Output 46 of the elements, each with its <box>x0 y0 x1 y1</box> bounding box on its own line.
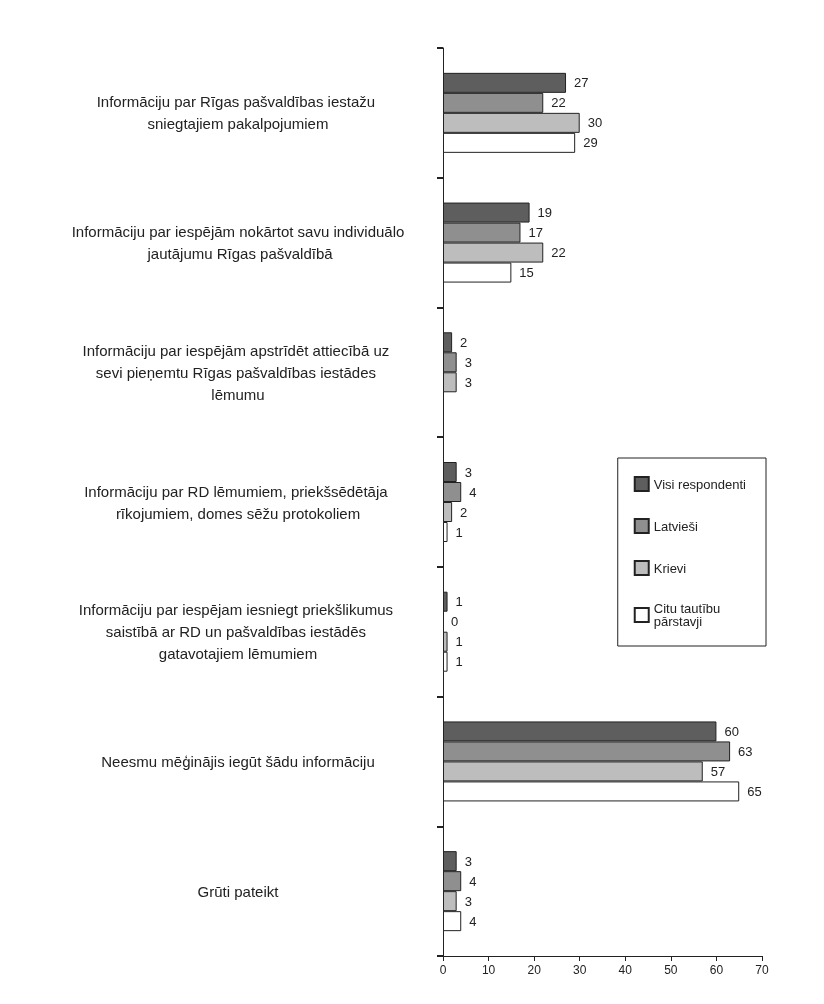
data-label: 22 <box>551 95 566 111</box>
data-label: 2 <box>460 334 468 350</box>
data-label: 3 <box>464 893 472 909</box>
y-tick-label: Informāciju par RD lēmumiem, priekšsēdētāja rīkojumiem, domes sēžu protokoliem <box>84 482 392 522</box>
x-tick-label: 20 <box>527 963 542 977</box>
data-label: 3 <box>464 464 472 480</box>
data-label: 63 <box>738 743 753 759</box>
data-label: 57 <box>710 763 726 779</box>
y-tick-label: Informāciju par iespējām nokārtot savu individuālo jautājumu Rīgas pašvaldībā <box>71 223 405 263</box>
data-label: 3 <box>464 354 472 370</box>
data-label: 1 <box>455 594 463 610</box>
legend-label: Krievi <box>653 560 687 576</box>
legend-label: Visi respondenti <box>653 476 747 492</box>
x-tick-label: 50 <box>664 963 678 977</box>
y-tick-label: Informāciju par Rīgas pašvaldības iestažu sniegtajiem pakalpojumiem <box>96 93 380 133</box>
data-label: 15 <box>519 265 534 281</box>
y-tick-label: Informāciju par iespējam iesniegt priekšlikumus saistībā ar RD un pašvaldības iestādēs gatavotajiem lēmumiem <box>78 601 398 663</box>
x-tick-label: 70 <box>755 963 769 977</box>
data-label: 22 <box>551 245 566 261</box>
x-tick-label: 40 <box>618 963 633 977</box>
data-label: 4 <box>469 913 477 929</box>
x-tick-label: 30 <box>573 963 587 977</box>
y-tick-label: Informāciju par iespējām apstrīdēt attiecībā uz sevi pieņemtu Rīgas pašvaldības iestādes lēmumu <box>82 341 394 403</box>
data-label: 60 <box>724 723 739 739</box>
legend-label: Latvieši <box>653 518 698 534</box>
y-tick-label: Grūti pateikt <box>197 882 280 900</box>
y-tick-label: Neesmu mēģinājis iegūt šādu informāciju <box>101 752 375 770</box>
data-label: 29 <box>583 135 598 151</box>
data-label: 3 <box>464 853 472 869</box>
data-label: 65 <box>747 783 762 799</box>
data-label: 4 <box>469 484 477 500</box>
data-label: 0 <box>451 614 459 630</box>
data-label: 19 <box>537 205 553 221</box>
x-tick-label: 0 <box>439 963 447 977</box>
data-label: 2 <box>460 504 468 520</box>
x-tick-label: 10 <box>481 963 496 977</box>
data-label: 4 <box>469 873 477 889</box>
data-label: 1 <box>455 654 463 670</box>
data-label: 30 <box>587 115 603 131</box>
x-tick-label: 60 <box>709 963 724 977</box>
legend-label: Citu tautību pārstavji <box>653 601 724 629</box>
data-label: 17 <box>528 225 543 241</box>
data-label: 1 <box>455 524 463 540</box>
data-label: 1 <box>455 634 463 650</box>
data-label: 27 <box>574 75 589 91</box>
data-label: 3 <box>464 374 472 390</box>
